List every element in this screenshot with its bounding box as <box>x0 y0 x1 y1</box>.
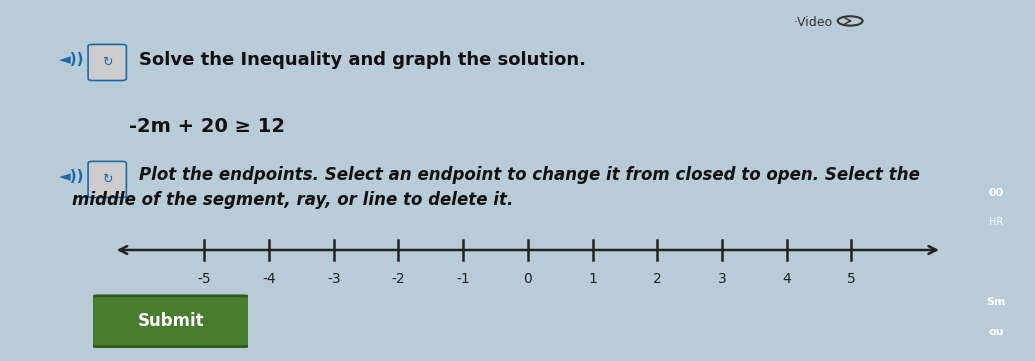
Text: 5: 5 <box>847 271 856 286</box>
Text: ↻: ↻ <box>102 56 113 69</box>
Text: ◄)): ◄)) <box>59 52 85 67</box>
Text: 0: 0 <box>524 271 532 286</box>
FancyBboxPatch shape <box>88 161 126 197</box>
Text: ↻: ↻ <box>102 173 113 186</box>
Text: middle of the segment, ray, or line to delete it.: middle of the segment, ray, or line to d… <box>71 191 513 209</box>
Text: 00: 00 <box>988 188 1004 198</box>
Text: 2: 2 <box>653 271 661 286</box>
Text: 3: 3 <box>717 271 727 286</box>
Text: -1: -1 <box>456 271 470 286</box>
Text: -5: -5 <box>198 271 211 286</box>
Text: ·Video: ·Video <box>794 16 833 29</box>
Text: -4: -4 <box>262 271 276 286</box>
Text: HR: HR <box>989 217 1003 227</box>
Text: 1: 1 <box>588 271 597 286</box>
FancyBboxPatch shape <box>88 44 126 81</box>
Text: -2: -2 <box>391 271 406 286</box>
Text: Sm: Sm <box>986 297 1006 307</box>
FancyBboxPatch shape <box>88 296 253 347</box>
Text: ◄)): ◄)) <box>59 169 85 184</box>
Text: 4: 4 <box>782 271 791 286</box>
Text: Solve the Inequality and graph the solution.: Solve the Inequality and graph the solut… <box>139 51 586 69</box>
Text: Plot the endpoints. Select an endpoint to change it from closed to open. Select : Plot the endpoints. Select an endpoint t… <box>139 166 920 184</box>
Text: Submit: Submit <box>138 312 204 330</box>
Text: ou: ou <box>988 327 1004 337</box>
Text: -3: -3 <box>327 271 341 286</box>
Text: -2m + 20 ≥ 12: -2m + 20 ≥ 12 <box>129 117 286 136</box>
